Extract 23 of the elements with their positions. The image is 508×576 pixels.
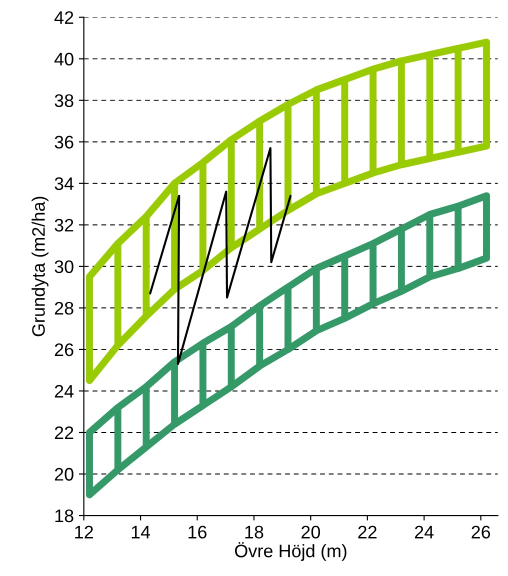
x-tick-label: 22 [358, 526, 377, 538]
y-tick-label: 22 [54, 426, 74, 440]
y-tick-label: 32 [54, 218, 74, 232]
x-tick-label: 18 [245, 526, 264, 539]
x-tick-label: 26 [472, 526, 490, 539]
y-axis-title: Grundyta (m2/ha) [32, 196, 48, 336]
y-tick-label: 26 [54, 343, 74, 356]
x-tick-label: 14 [132, 526, 150, 538]
x-tick-label: 20 [302, 526, 320, 539]
y-tick-label: 38 [54, 94, 74, 108]
y-tick-label: 28 [54, 302, 74, 315]
x-axis-title: Övre Höjd (m) [235, 542, 346, 561]
y-tick-label: 40 [54, 52, 74, 66]
x-tick-label: 16 [188, 526, 206, 539]
x-tick-label: 12 [75, 526, 93, 538]
y-tick-label: 42 [54, 11, 74, 24]
y-tick-label: 36 [54, 136, 74, 149]
y-tick-label: 30 [54, 260, 74, 274]
y-tick-label: 18 [55, 509, 74, 522]
y-tick-label: 24 [54, 384, 74, 398]
x-tick-label: 24 [414, 526, 434, 538]
y-tick-label: 20 [54, 468, 74, 481]
y-tick-label: 34 [54, 177, 74, 190]
